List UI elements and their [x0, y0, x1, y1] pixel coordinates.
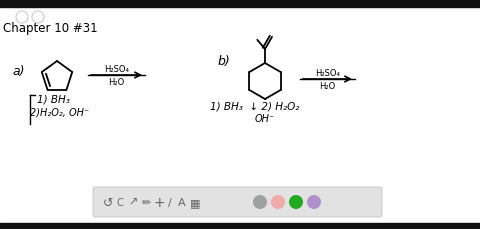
- Circle shape: [253, 195, 267, 209]
- Text: H₂SO₄: H₂SO₄: [315, 69, 340, 78]
- Text: ↺: ↺: [103, 196, 113, 209]
- Text: H₂O: H₂O: [319, 82, 336, 91]
- Text: Chapter 10 #31: Chapter 10 #31: [3, 22, 97, 35]
- Text: 1) BH₃: 1) BH₃: [37, 95, 70, 105]
- Text: a): a): [12, 65, 24, 78]
- Text: A: A: [178, 197, 186, 207]
- Text: C: C: [117, 197, 123, 207]
- Text: /: /: [168, 197, 172, 207]
- Circle shape: [307, 195, 321, 209]
- Text: ✏: ✏: [141, 197, 151, 207]
- Circle shape: [289, 195, 303, 209]
- Text: ↗: ↗: [128, 197, 138, 207]
- Text: H₂SO₄: H₂SO₄: [104, 65, 129, 74]
- Text: 2)H₂O₂, OH⁻: 2)H₂O₂, OH⁻: [30, 108, 89, 117]
- FancyBboxPatch shape: [93, 187, 382, 217]
- Text: b): b): [218, 55, 231, 68]
- Circle shape: [271, 195, 285, 209]
- Text: H₂O: H₂O: [108, 78, 125, 87]
- Text: ▦: ▦: [190, 197, 200, 207]
- Text: 1) BH₃  ↓ 2) H₂O₂: 1) BH₃ ↓ 2) H₂O₂: [210, 101, 300, 112]
- Text: +: +: [153, 195, 165, 209]
- Text: OH⁻: OH⁻: [255, 114, 275, 123]
